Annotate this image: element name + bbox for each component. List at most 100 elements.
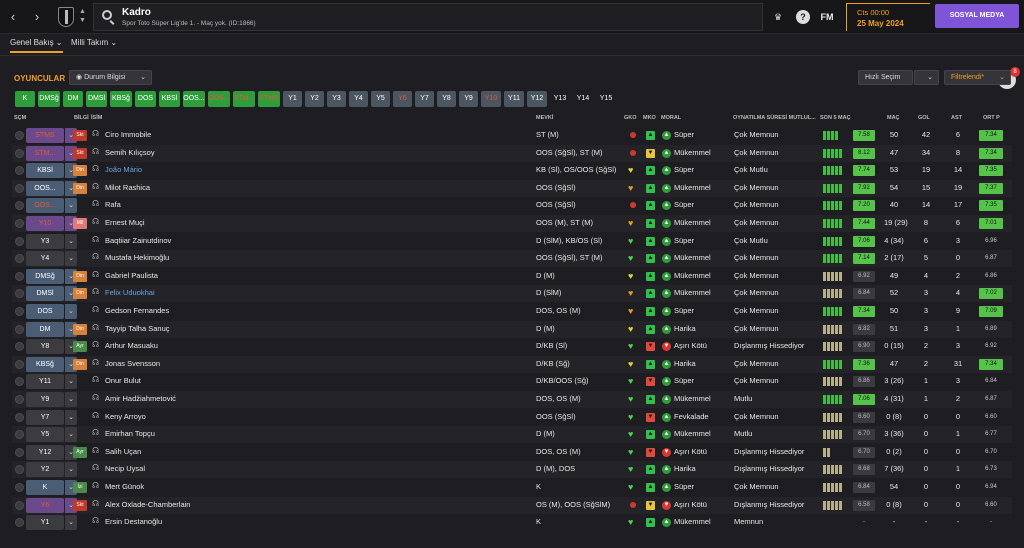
- chevron-down-icon[interactable]: ⌄: [65, 198, 77, 214]
- table-row[interactable]: DMSğ ⌄ Din ☊ Gabriel Paulista D (M) ♥ ▲ ▲ Mükemme…: [12, 268, 1012, 285]
- col-sec[interactable]: SÇM: [14, 115, 27, 121]
- selection-position[interactable]: OOS...: [26, 180, 64, 196]
- selection-position[interactable]: Y10: [26, 216, 64, 231]
- info-tag[interactable]: Din: [73, 270, 87, 282]
- chevron-down-icon[interactable]: ⌄: [65, 304, 77, 319]
- row-checkbox[interactable]: [15, 307, 24, 316]
- table-row[interactable]: Y8 ⌄ Ayr ☊ Arthur Masuaku D/KB (Sl) ♥ ▼ ▼ Aşırı K…: [12, 338, 1012, 355]
- table-row[interactable]: Y5 ⌄ ☊ Emirhan Topçu D (M) ♥ ▲ ▲ Mükemmel Mutlu 6.…: [12, 426, 1012, 444]
- selection-position[interactable]: Y3: [26, 233, 64, 249]
- table-row[interactable]: Y9 ⌄ ☊ Amir Hadžiahmetović DOS, OS (M) ♥ ▲ ▲ Mük…: [12, 391, 1012, 408]
- table-row[interactable]: K ⌄ İzi ☊ Mert Günok K ♥ ▲ ▲ Süper Çok Memnun 6.84 5…: [12, 479, 1012, 496]
- col-ast[interactable]: AST: [951, 115, 962, 121]
- selection-position[interactable]: Y5: [26, 427, 64, 443]
- player-name[interactable]: Ciro Immobile: [105, 130, 152, 139]
- position-button[interactable]: Y9: [459, 91, 478, 107]
- info-tag[interactable]: Din: [73, 323, 87, 335]
- info-tag[interactable]: Ayr: [73, 446, 87, 458]
- col-son5[interactable]: SON 5 MAÇ: [820, 115, 851, 121]
- position-button[interactable]: Y10: [481, 91, 501, 107]
- trophy-icon[interactable]: ♛: [773, 12, 783, 22]
- table-row[interactable]: OOS... ⌄ ☊ Rafa OOS (SğSl) ▲ ▲ Süper Çok Memnun 7…: [12, 197, 1012, 214]
- row-checkbox[interactable]: [15, 430, 24, 440]
- selection-position[interactable]: Y7: [26, 409, 64, 425]
- row-checkbox[interactable]: [15, 395, 24, 404]
- info-tag[interactable]: Skt: [73, 147, 87, 159]
- row-checkbox[interactable]: [15, 236, 24, 246]
- info-tag[interactable]: Ayr: [73, 341, 87, 353]
- info-tag[interactable]: Din: [73, 288, 87, 300]
- col-mac[interactable]: MAÇ: [887, 115, 900, 121]
- club-crest[interactable]: [58, 7, 74, 27]
- chevron-down-icon[interactable]: ⌄: [65, 427, 77, 443]
- table-row[interactable]: Y10 ⌄ Mil ☊ Ernest Muçi OOS (M), ST (M) ♥ ▲ ▲ Mük…: [12, 215, 1012, 232]
- selection-position[interactable]: Y6: [26, 497, 64, 513]
- info-tag[interactable]: Skt: [73, 130, 87, 141]
- position-button[interactable]: Y3: [327, 91, 346, 107]
- selection-position[interactable]: KBSl: [26, 163, 64, 179]
- player-name[interactable]: Ernest Muçi: [105, 218, 145, 227]
- position-button[interactable]: Y8: [437, 91, 456, 107]
- player-name[interactable]: Alex Oxlade-Chamberlain: [105, 499, 191, 509]
- selection-position[interactable]: Y11: [26, 374, 64, 390]
- player-name[interactable]: João Mário: [105, 165, 143, 175]
- selection-position[interactable]: STM...: [26, 145, 64, 161]
- player-name[interactable]: Emirhan Topçu: [105, 429, 155, 439]
- position-button[interactable]: OOS...: [183, 91, 205, 107]
- position-button[interactable]: Y11: [504, 91, 524, 107]
- selection-position[interactable]: OOS...: [26, 198, 64, 214]
- position-button[interactable]: OOS...: [208, 91, 230, 107]
- row-checkbox[interactable]: [15, 131, 24, 140]
- quick-pick-button[interactable]: Hızlı Seçim: [858, 70, 913, 85]
- row-checkbox[interactable]: [15, 219, 24, 228]
- player-name[interactable]: Ersin Destanoğlu: [105, 517, 163, 527]
- row-checkbox[interactable]: [15, 518, 24, 528]
- table-row[interactable]: Y3 ⌄ ☊ Baqtiiar Zainutdinov D (SlM), KB/OS (…: [12, 233, 1012, 250]
- chevron-down-icon[interactable]: ⌄: [65, 515, 77, 531]
- row-checkbox[interactable]: [15, 166, 24, 176]
- social-media-button[interactable]: SOSYAL MEDYA: [935, 4, 1019, 28]
- player-name[interactable]: Mert Günok: [105, 482, 145, 491]
- chevron-down-icon[interactable]: ⌄: [65, 409, 77, 425]
- table-row[interactable]: DMSl ⌄ Din ☊ Felix Uduokhai D (SlM) ♥ ▲ ▲ Mükemme…: [12, 285, 1012, 303]
- row-checkbox[interactable]: [15, 465, 24, 475]
- info-tag[interactable]: Din: [73, 358, 87, 370]
- table-row[interactable]: Y4 ⌄ ☊ Mustafa Hekimoğlu OOS (SğSl), ST (M) ♥…: [12, 250, 1012, 268]
- row-checkbox[interactable]: [15, 500, 24, 510]
- tab-national[interactable]: Milli Takım ⌄: [71, 38, 118, 47]
- col-oynatilma[interactable]: OYNATILMA SÜRESİ MUTLUL...: [733, 115, 816, 121]
- chevron-down-icon[interactable]: ⌄: [65, 251, 77, 267]
- table-row[interactable]: Y2 ⌄ ☊ Necip Uysal D (M), DOS ♥ ▲ ▲ Harika Dışlan…: [12, 461, 1012, 479]
- selection-position[interactable]: K: [26, 480, 64, 495]
- position-button[interactable]: DMSl: [86, 91, 107, 107]
- position-button[interactable]: STMS: [258, 91, 280, 107]
- player-name[interactable]: Baqtiiar Zainutdinov: [105, 235, 172, 245]
- table-row[interactable]: Y7 ⌄ ☊ Keny Arroyo OOS (SğSl) ♥ ▼ ▲ Fevkalade Çok…: [12, 409, 1012, 426]
- col-gko[interactable]: GKO: [624, 115, 637, 121]
- table-row[interactable]: STMS ⌄ Skt ☊ Ciro Immobile ST (M) ▲ ▲ Süper Çok M…: [12, 127, 1012, 144]
- player-name[interactable]: Mustafa Hekimoğlu: [105, 253, 170, 263]
- col-mko[interactable]: MKO: [643, 115, 656, 121]
- position-button[interactable]: Y4: [349, 91, 368, 107]
- filter-button[interactable]: Filtrelendi* ⌄: [944, 70, 1011, 85]
- col-mevki[interactable]: MEVKİ: [536, 115, 554, 121]
- player-name[interactable]: Gedson Fernandes: [105, 306, 170, 315]
- info-tag[interactable]: Din: [73, 165, 87, 177]
- quick-pick-dropdown[interactable]: ⌄: [914, 70, 939, 85]
- continue-box[interactable]: Cts 00:00 25 May 2024: [846, 3, 930, 31]
- selection-position[interactable]: Y9: [26, 392, 64, 407]
- position-button[interactable]: DMSğ: [38, 91, 60, 107]
- position-button[interactable]: KBSl: [159, 91, 180, 107]
- selection-position[interactable]: DM: [26, 321, 64, 337]
- player-name[interactable]: Felix Uduokhai: [105, 288, 155, 298]
- selection-position[interactable]: Y1: [26, 515, 64, 531]
- page-title-box[interactable]: Kadro Spor Toto Süper Lig'de 1. - Maç yo…: [93, 3, 763, 31]
- back-icon[interactable]: ‹: [10, 9, 16, 24]
- row-checkbox[interactable]: [15, 359, 24, 369]
- position-button[interactable]: K: [15, 91, 35, 107]
- table-row[interactable]: DOS ⌄ ☊ Gedson Fernandes DOS, OS (M) ♥ ▲ ▲ Süper…: [12, 303, 1012, 320]
- row-checkbox[interactable]: [15, 289, 24, 299]
- position-button[interactable]: Y12: [527, 91, 547, 107]
- forward-icon[interactable]: ›: [34, 9, 40, 24]
- player-name[interactable]: Salih Uçan: [105, 446, 142, 456]
